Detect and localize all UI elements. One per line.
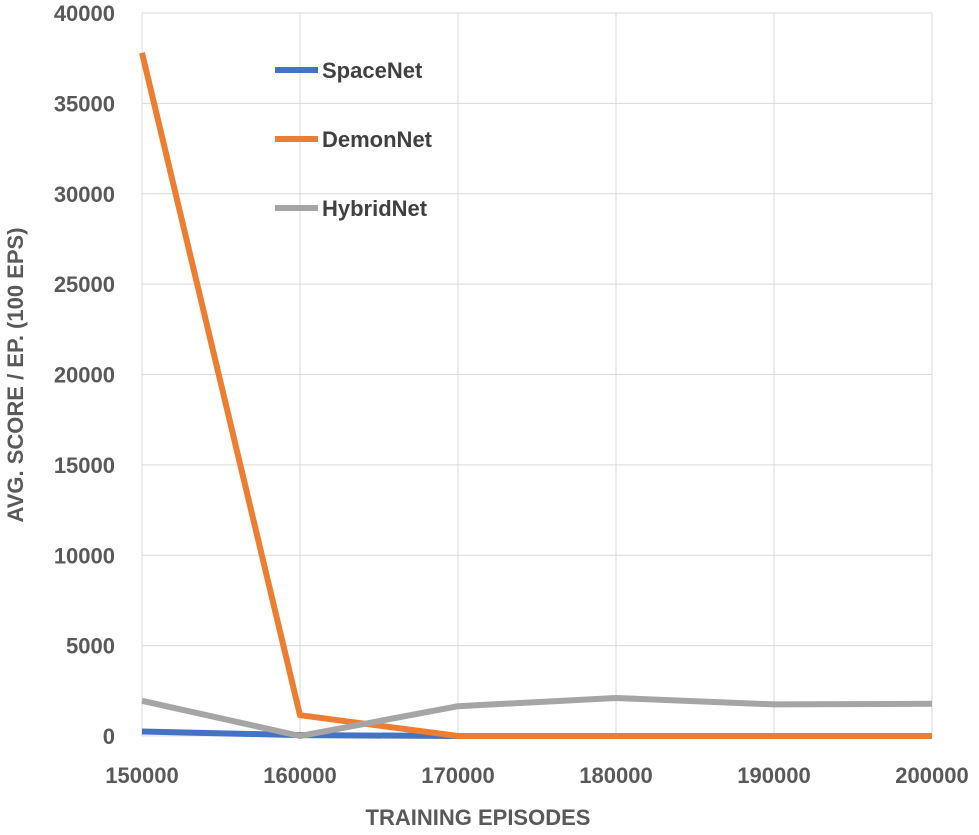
- legend: SpaceNet DemonNet HybridNet: [275, 58, 433, 221]
- y-tick-label: 35000: [54, 91, 115, 116]
- y-tick-label: 20000: [54, 363, 115, 388]
- grid-lines: [141, 12, 933, 737]
- x-tick-label: 180000: [579, 763, 652, 788]
- y-tick-label: 15000: [54, 453, 115, 478]
- x-tick-label: 150000: [105, 763, 178, 788]
- x-axis-tick-labels: 150000 160000 170000 180000 190000 200000: [105, 763, 968, 788]
- series-lines: [139, 52, 933, 739]
- x-tick-label: 160000: [263, 763, 336, 788]
- y-tick-label: 25000: [54, 272, 115, 297]
- legend-label-demonnet: DemonNet: [322, 127, 433, 152]
- x-tick-label: 170000: [421, 763, 494, 788]
- y-axis-tick-labels: 0 5000 10000 15000 20000 25000 30000 35000 40000: [54, 1, 115, 749]
- y-tick-label: 10000: [54, 543, 115, 568]
- legend-label-hybridnet: HybridNet: [322, 196, 428, 221]
- y-axis-title: AVG. SCORE / EP. (100 EPS): [3, 227, 28, 522]
- y-tick-label: 40000: [54, 1, 115, 26]
- y-tick-label: 0: [103, 724, 115, 749]
- legend-label-spacenet: SpaceNet: [322, 58, 423, 83]
- x-axis-title: TRAINING EPISODES: [366, 805, 591, 830]
- series-line-demonnet: [139, 52, 932, 739]
- y-tick-label: 30000: [54, 182, 115, 207]
- x-tick-label: 200000: [895, 763, 968, 788]
- series-line-hybridnet: [141, 695, 933, 739]
- y-tick-label: 5000: [66, 634, 115, 659]
- x-tick-label: 190000: [737, 763, 810, 788]
